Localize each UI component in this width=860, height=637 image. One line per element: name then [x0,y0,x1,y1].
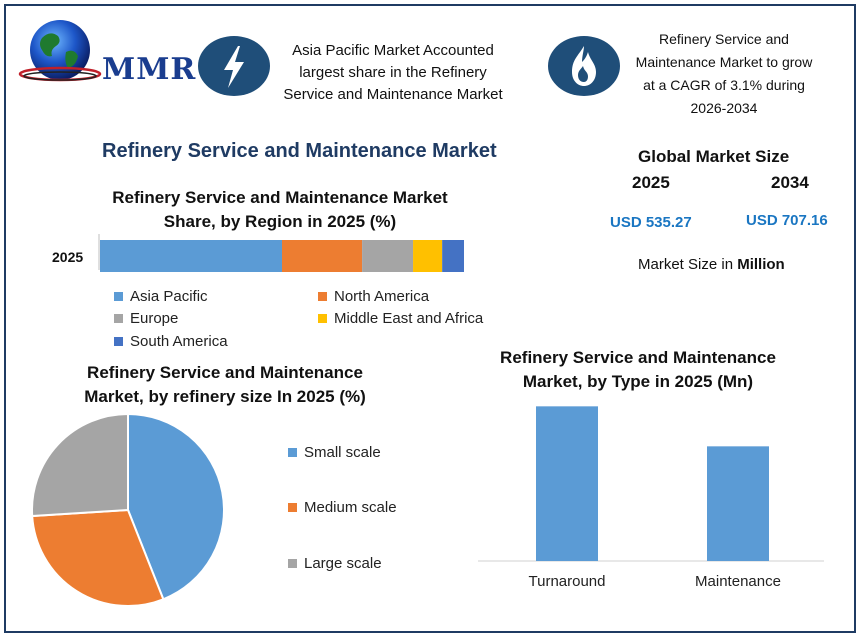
market-size-unit: Market Size in Million [638,256,785,273]
legend-swatch [288,503,297,512]
pie-slice-small-scale [127,412,225,601]
main-title: Refinery Service and Maintenance Market [102,140,497,162]
size-chart-title: Refinery Service and Maintenance Market,… [84,363,366,406]
type-bar-turnaround [536,406,598,561]
region-legend-middle-east-and-africa: Middle East and Africa [318,310,483,327]
legend-swatch [114,337,123,346]
type-chart-title: Refinery Service and Maintenance Market,… [500,348,776,391]
legend-label: Small scale [304,444,381,461]
globe-icon [18,20,102,82]
legend-label: Large scale [304,555,382,572]
legend-label: Middle East and Africa [334,310,484,327]
size-pie-chart [31,412,225,607]
type-bar-chart: Turnaround Maintenance [478,406,824,590]
type-tick-label-maintenance: Maintenance [695,573,781,590]
pie-slice-medium-scale [31,508,165,607]
region-segment-north-america [282,240,363,272]
market-size-value-1: USD 535.27 [610,214,692,231]
region-segment-middle-east-and-africa [413,240,443,272]
legend-label: North America [334,288,430,305]
region-segment-europe [362,240,414,272]
logo-text: MMR [102,52,197,87]
lightning-bolt-icon [198,36,270,96]
region-legend-europe: Europe [114,310,178,327]
size-legend-small-scale: Small scale [288,444,381,461]
market-size-year-1: 2025 [632,173,670,192]
region-legend-north-america: North America [318,288,429,305]
legend-swatch [288,448,297,457]
market-size-title: Global Market Size [638,147,790,166]
region-segment-asia-pacific [100,240,282,272]
legend-swatch [114,314,123,323]
region-bar-category: 2025 [52,249,84,265]
market-size-value-2: USD 707.16 [746,212,828,229]
legend-label: Asia Pacific [130,288,208,305]
flame-icon [548,36,620,96]
legend-label: South America [130,333,228,350]
type-bar-maintenance [707,446,769,561]
legend-swatch [288,559,297,568]
mmr-logo: MMR [18,16,195,88]
size-legend-large-scale: Large scale [288,555,382,572]
type-tick-label-turnaround: Turnaround [529,573,606,590]
legend-swatch [114,292,123,301]
legend-label: Medium scale [304,499,397,516]
region-chart-title: Refinery Service and Maintenance Market … [112,188,448,231]
infographic-frame: MMR Asia Pacific Market Accounted larges… [4,4,856,633]
region-stacked-bar [98,234,464,272]
region-segment-south-america [442,240,464,272]
size-legend-medium-scale: Medium scale [288,499,397,516]
legend-swatch [318,314,327,323]
highlight-asia-pacific: Asia Pacific Market Accounted largest sh… [283,42,503,103]
highlight-cagr: Refinery Service and Maintenance Market … [635,31,813,116]
region-legend-south-america: South America [114,333,228,350]
market-size-year-2: 2034 [771,173,809,192]
legend-label: Europe [130,310,179,327]
region-legend-asia-pacific: Asia Pacific [114,288,208,305]
legend-swatch [318,292,327,301]
pie-slice-large-scale [31,412,129,518]
